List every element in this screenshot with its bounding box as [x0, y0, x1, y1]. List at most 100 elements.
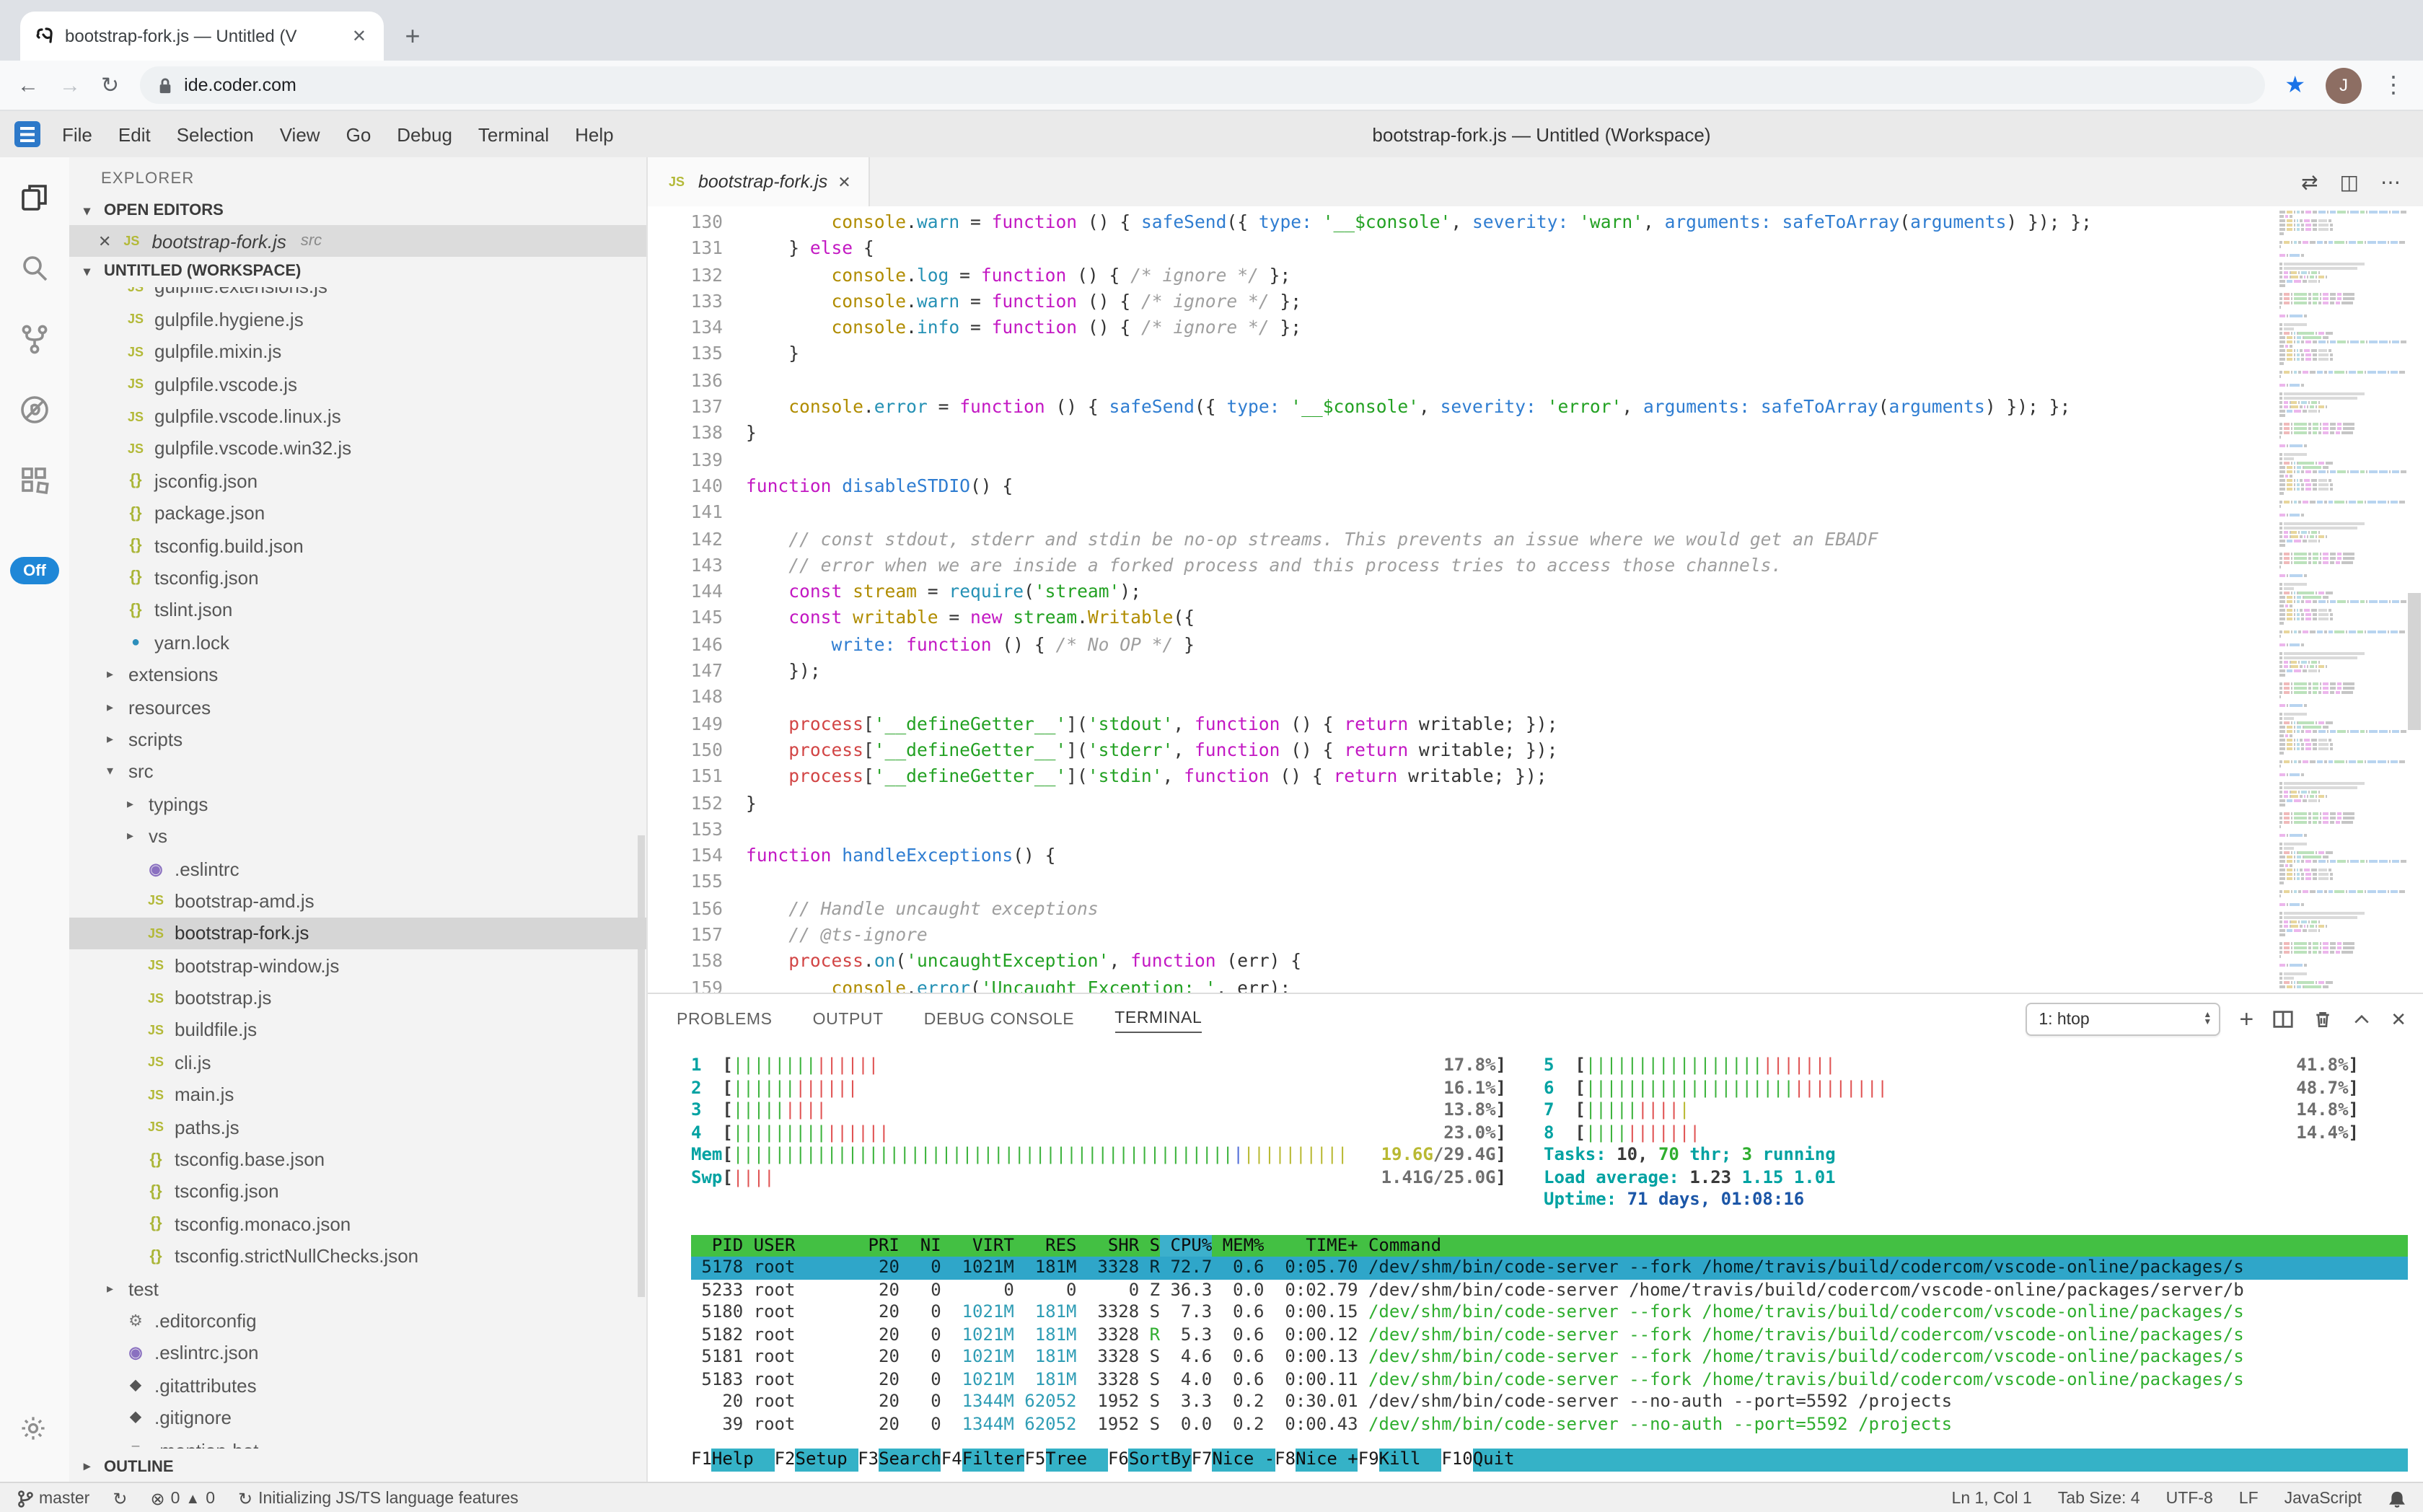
- code-editor[interactable]: 130 console.warn = function () { safeSen…: [648, 206, 2423, 993]
- file-tree-item[interactable]: JScli.js: [69, 1046, 646, 1078]
- file-tree-item[interactable]: ≡.mention-bot: [69, 1434, 646, 1449]
- file-tree-item[interactable]: {}tsconfig.strictNullChecks.json: [69, 1240, 646, 1273]
- debug-disabled-icon[interactable]: [17, 392, 52, 427]
- file-tree-item[interactable]: {}package.json: [69, 497, 646, 529]
- new-tab-button[interactable]: +: [392, 16, 433, 56]
- fnkey-f2: F2Setup: [775, 1449, 858, 1472]
- split-editor-icon[interactable]: ◫: [2340, 170, 2359, 194]
- close-icon[interactable]: ✕: [98, 232, 111, 251]
- editor-tab[interactable]: JS bootstrap-fork.js ✕: [648, 157, 870, 206]
- file-tree-item[interactable]: ◉.eslintrc.json: [69, 1337, 646, 1369]
- file-tree-item[interactable]: {}tsconfig.json: [69, 562, 646, 594]
- minimap[interactable]: [2279, 206, 2423, 993]
- new-terminal-icon[interactable]: +: [2239, 1007, 2253, 1032]
- compare-icon[interactable]: ⇄: [2301, 170, 2318, 194]
- file-tree-item[interactable]: ▾src: [69, 755, 646, 788]
- file-tree-item[interactable]: JSbootstrap.js: [69, 982, 646, 1014]
- kill-terminal-icon[interactable]: [2313, 1008, 2333, 1030]
- menu-item-selection[interactable]: Selection: [164, 123, 267, 145]
- file-tree-item[interactable]: {}tslint.json: [69, 594, 646, 626]
- file-tree-item[interactable]: ▸vs: [69, 820, 646, 853]
- reload-button[interactable]: ↻: [101, 74, 119, 96]
- indentation[interactable]: Tab Size: 4: [2058, 1490, 2140, 1508]
- status-badge-off[interactable]: Off: [10, 557, 59, 584]
- file-tree-item[interactable]: JSbootstrap-fork.js: [69, 917, 646, 949]
- process-row: 5183root2001021M181M3328S4.00.60:00.11/d…: [691, 1368, 2408, 1391]
- file-tree-item[interactable]: {}tsconfig.monaco.json: [69, 1208, 646, 1240]
- file-tree-item[interactable]: JSgulpfile.extensions.js: [69, 287, 646, 304]
- panel-tab-terminal[interactable]: TERMINAL: [1094, 994, 1222, 1045]
- editor-scrollbar[interactable]: [2408, 593, 2421, 730]
- eol-sequence[interactable]: LF: [2239, 1490, 2259, 1508]
- menu-item-help[interactable]: Help: [562, 123, 627, 145]
- language-status[interactable]: ↻ Initializing JS/TS language features: [238, 1489, 519, 1509]
- cursor-position[interactable]: Ln 1, Col 1: [1952, 1490, 2032, 1508]
- more-actions-icon[interactable]: ⋯: [2380, 170, 2401, 194]
- file-tree-item[interactable]: ▸resources: [69, 691, 646, 724]
- section-workspace[interactable]: ▾ UNTITLED (WORKSPACE): [69, 257, 646, 286]
- settings-gear-icon[interactable]: [17, 1412, 52, 1447]
- menu-item-terminal[interactable]: Terminal: [465, 123, 562, 145]
- menu-item-debug[interactable]: Debug: [384, 123, 465, 145]
- avatar[interactable]: J: [2326, 67, 2362, 103]
- encoding[interactable]: UTF-8: [2166, 1490, 2213, 1508]
- source-control-icon[interactable]: [17, 322, 52, 356]
- file-tree-item[interactable]: JSgulpfile.vscode.win32.js: [69, 432, 646, 465]
- file-tree-item[interactable]: JSpaths.js: [69, 1111, 646, 1143]
- language-mode[interactable]: JavaScript: [2285, 1490, 2362, 1508]
- open-editor-item[interactable]: ✕ JS bootstrap-fork.js src: [69, 226, 646, 257]
- terminal[interactable]: 1[||||||||||||||17.8%]2[||||||||||||16.1…: [648, 1045, 2423, 1482]
- file-tree-item[interactable]: {}tsconfig.base.json: [69, 1143, 646, 1176]
- file-tree-item[interactable]: ●yarn.lock: [69, 626, 646, 659]
- file-tree-item[interactable]: JSbootstrap-window.js: [69, 949, 646, 982]
- panel-tab-problems[interactable]: PROBLEMS: [656, 994, 793, 1045]
- file-tree-item[interactable]: JSmain.js: [69, 1078, 646, 1111]
- file-tree-item[interactable]: ◆.gitattributes: [69, 1369, 646, 1402]
- file-tree-item[interactable]: ◆.gitignore: [69, 1402, 646, 1434]
- url-bar[interactable]: ide.coder.com: [139, 66, 2264, 104]
- file-tree-item[interactable]: JSbootstrap-amd.js: [69, 884, 646, 917]
- extensions-icon[interactable]: [17, 463, 52, 498]
- file-tree-item[interactable]: JSgulpfile.vscode.js: [69, 368, 646, 400]
- file-tree-item[interactable]: ▸extensions: [69, 659, 646, 691]
- file-tree-item[interactable]: ◉.eslintrc: [69, 853, 646, 885]
- sync-button[interactable]: ↻: [113, 1489, 127, 1509]
- file-tree-item[interactable]: {}tsconfig.build.json: [69, 529, 646, 562]
- tab-close-icon[interactable]: ✕: [837, 172, 850, 191]
- notifications-bell-icon[interactable]: [2388, 1489, 2406, 1509]
- file-tree-item[interactable]: JSbuildfile.js: [69, 1014, 646, 1047]
- menu-item-go[interactable]: Go: [333, 123, 384, 145]
- maximize-panel-icon[interactable]: [2352, 1009, 2372, 1029]
- panel-tab-output[interactable]: OUTPUT: [793, 994, 904, 1045]
- file-tree-item[interactable]: {}jsconfig.json: [69, 465, 646, 497]
- file-tree-item[interactable]: ⚙.editorconfig: [69, 1305, 646, 1337]
- section-open-editors[interactable]: ▾ OPEN EDITORS: [69, 195, 646, 225]
- menu-item-edit[interactable]: Edit: [105, 123, 164, 145]
- explorer-icon[interactable]: [17, 180, 52, 215]
- file-tree-item[interactable]: ▸test: [69, 1273, 646, 1305]
- tab-close-icon[interactable]: ✕: [349, 26, 369, 46]
- file-tree-item[interactable]: JSgulpfile.hygiene.js: [69, 303, 646, 335]
- file-tree-item[interactable]: JSgulpfile.vscode.linux.js: [69, 400, 646, 433]
- close-panel-icon[interactable]: ✕: [2391, 1010, 2406, 1029]
- panel-tab-debug-console[interactable]: DEBUG CONSOLE: [904, 994, 1094, 1045]
- file-tree-item[interactable]: ▸typings: [69, 788, 646, 820]
- search-icon[interactable]: [17, 251, 52, 286]
- section-outline[interactable]: ▸ OUTLINE: [69, 1452, 646, 1482]
- split-terminal-icon[interactable]: [2272, 1008, 2294, 1030]
- problems-indicator[interactable]: ⊗ 0 ▲ 0: [150, 1489, 215, 1509]
- forward-button[interactable]: →: [59, 74, 81, 96]
- file-tree-item[interactable]: {}tsconfig.json: [69, 1175, 646, 1208]
- browser-tab[interactable]: bootstrap-fork.js — Untitled (V ✕: [20, 12, 384, 61]
- file-tree-item[interactable]: JSgulpfile.mixin.js: [69, 335, 646, 368]
- process-table-header: PIDUSERPRINIVIRTRESSHRSCPU%MEM%TIME+Comm…: [691, 1234, 2408, 1257]
- bookmark-star-icon[interactable]: ★: [2285, 71, 2305, 100]
- menu-item-file[interactable]: File: [49, 123, 105, 145]
- file-tree-item[interactable]: ▸scripts: [69, 724, 646, 756]
- menu-item-view[interactable]: View: [267, 123, 333, 145]
- terminal-select[interactable]: 1: htop ▲▼: [2026, 1003, 2220, 1036]
- branch-indicator[interactable]: master: [17, 1489, 89, 1509]
- back-button[interactable]: ←: [17, 74, 39, 96]
- browser-menu-icon[interactable]: ⋮: [2382, 71, 2406, 100]
- fnkey-f5: F5Tree: [1024, 1449, 1108, 1472]
